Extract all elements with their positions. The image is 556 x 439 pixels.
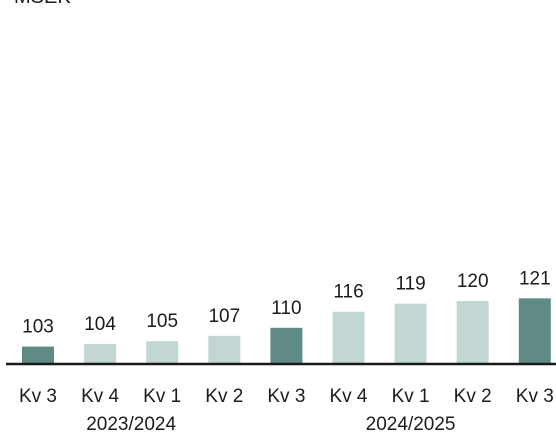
x-tick-label-4: Kv 2 xyxy=(205,386,243,407)
group-label-1: 2023/2024 xyxy=(86,414,176,434)
bar-6 xyxy=(332,311,365,364)
group-labels-group: 2023/2024 2024/2025 xyxy=(86,414,456,435)
value-label-8: 120 xyxy=(457,271,489,292)
value-label-9: 121 xyxy=(519,268,551,289)
value-labels-group: 103 104 105 107 110 116 119 120 121 xyxy=(22,268,551,337)
value-label-5: 110 xyxy=(271,298,301,319)
x-tick-label-6: Kv 4 xyxy=(329,386,367,407)
value-label-7: 119 xyxy=(395,274,425,295)
value-label-3: 105 xyxy=(146,311,178,332)
x-tick-label-1: Kv 3 xyxy=(19,386,57,407)
value-label-6: 116 xyxy=(333,282,363,303)
bar-7 xyxy=(394,303,427,364)
value-label-2: 104 xyxy=(84,314,116,335)
y-axis-unit-label: MSEK xyxy=(14,0,71,8)
group-label-2: 2024/2025 xyxy=(366,414,456,434)
x-tick-label-2: Kv 4 xyxy=(81,386,119,407)
bar-2 xyxy=(84,343,117,364)
x-tick-label-3: Kv 1 xyxy=(143,386,181,407)
x-tick-label-9: Kv 3 xyxy=(516,386,554,407)
x-tick-label-5: Kv 3 xyxy=(267,386,305,407)
x-tick-labels-group: Kv 3 Kv 4 Kv 1 Kv 2 Kv 3 Kv 4 Kv 1 Kv 2 Kv 3 xyxy=(19,386,554,407)
bar-1 xyxy=(22,346,54,364)
bars-group xyxy=(22,298,551,364)
bar-3 xyxy=(146,341,179,364)
value-label-4: 107 xyxy=(208,306,240,327)
x-tick-label-8: Kv 2 xyxy=(454,386,492,407)
bar-8 xyxy=(456,301,489,364)
bar-9 xyxy=(518,298,551,364)
x-tick-label-7: Kv 1 xyxy=(392,386,430,407)
bar-5 xyxy=(270,327,303,364)
value-label-1: 103 xyxy=(22,317,54,338)
bar-4 xyxy=(208,335,241,364)
